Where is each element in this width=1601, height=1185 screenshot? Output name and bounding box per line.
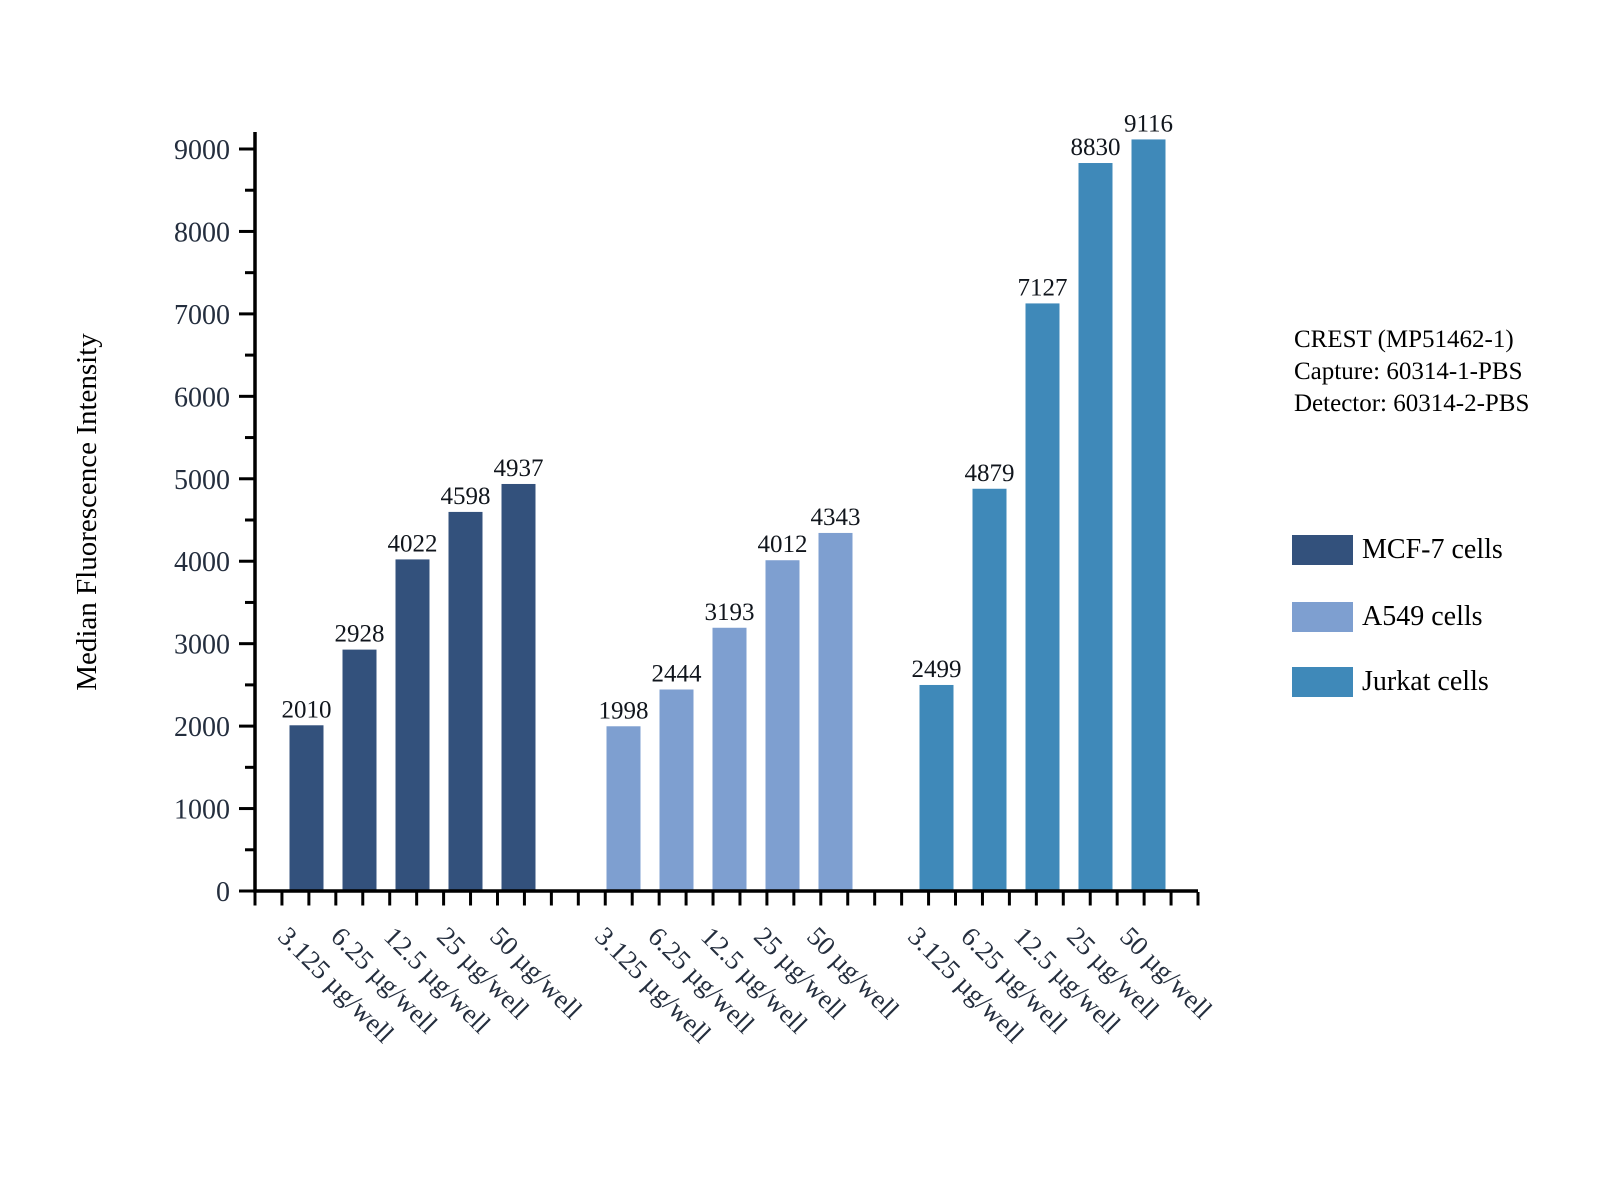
- y-tick-label: 8000: [174, 217, 230, 248]
- bar-value-label: 4937: [494, 455, 544, 482]
- bar-jurkat-5: [1131, 139, 1166, 892]
- legend-label-a549: A549 cells: [1362, 601, 1483, 632]
- bar-mcf-7-2: [342, 649, 377, 892]
- bar-a549-2: [659, 689, 694, 892]
- bar-a549-1: [606, 726, 641, 892]
- axes: [253, 132, 1198, 893]
- y-tick-label: 3000: [174, 630, 230, 661]
- bar-mcf-7-3: [395, 559, 430, 892]
- y-tick-label: 5000: [174, 465, 230, 496]
- annotation-block: CREST (MP51462-1) Capture: 60314-1-PBS D…: [1294, 324, 1529, 420]
- annotation-line-2: Capture: 60314-1-PBS: [1294, 358, 1523, 385]
- y-tick-label: 4000: [174, 547, 230, 578]
- bar-mcf-7-1: [289, 725, 324, 892]
- legend-item-a549: A549 cells: [1292, 601, 1483, 633]
- bar-value-label: 7127: [1018, 274, 1068, 301]
- y-tick-label: 9000: [174, 135, 230, 166]
- legend-label-jurkat: Jurkat cells: [1362, 666, 1489, 697]
- bar-value-label: 4012: [758, 531, 808, 558]
- bar-jurkat-4: [1078, 163, 1113, 892]
- bar-value-label: 8830: [1071, 134, 1121, 161]
- bar-value-label: 2499: [912, 656, 962, 683]
- y-axis-title: Median Fluorescence Intensity: [71, 333, 103, 691]
- y-tick-label: 2000: [174, 712, 230, 743]
- bar-value-label: 3193: [705, 599, 755, 626]
- bar-value-label: 4598: [441, 483, 491, 510]
- legend-label-mcf7: MCF-7 cells: [1362, 534, 1503, 565]
- bar-a549-4: [765, 560, 800, 892]
- legend-item-mcf7: MCF-7 cells: [1292, 534, 1503, 566]
- legend-item-jurkat: Jurkat cells: [1292, 666, 1489, 698]
- bar-value-label: 1998: [599, 697, 649, 724]
- bar-jurkat-2: [972, 488, 1007, 892]
- bar-value-label: 4343: [811, 504, 861, 531]
- legend-swatch-jurkat: [1292, 667, 1353, 697]
- bar-jurkat-1: [919, 684, 954, 892]
- y-tick-label: 1000: [174, 795, 230, 826]
- bar-value-label: 4022: [388, 530, 438, 557]
- y-tick-label: 6000: [174, 382, 230, 413]
- annotation-line-3: Detector: 60314-2-PBS: [1294, 390, 1530, 417]
- bar-value-label: 2444: [652, 661, 703, 688]
- bar-mcf-7-5: [501, 483, 536, 892]
- bar-value-label: 2928: [335, 621, 385, 648]
- legend-swatch-a549: [1292, 602, 1353, 632]
- y-tick-label: 7000: [174, 300, 230, 331]
- y-tick-label: 0: [216, 877, 230, 908]
- bar-value-label: 2010: [282, 696, 332, 723]
- bar-jurkat-3: [1025, 303, 1060, 892]
- legend-swatch-mcf7: [1292, 535, 1353, 565]
- bar-value-label: 4879: [965, 460, 1015, 487]
- bar-a549-5: [818, 532, 853, 892]
- bar-value-label: 9116: [1124, 110, 1173, 137]
- annotation-line-1: CREST (MP51462-1): [1294, 326, 1514, 353]
- bar-a549-3: [712, 627, 747, 892]
- bar-mcf-7-4: [448, 511, 483, 892]
